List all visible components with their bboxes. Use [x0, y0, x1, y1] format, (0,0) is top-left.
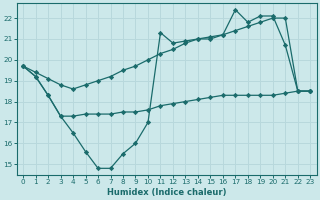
X-axis label: Humidex (Indice chaleur): Humidex (Indice chaleur) [107, 188, 227, 197]
